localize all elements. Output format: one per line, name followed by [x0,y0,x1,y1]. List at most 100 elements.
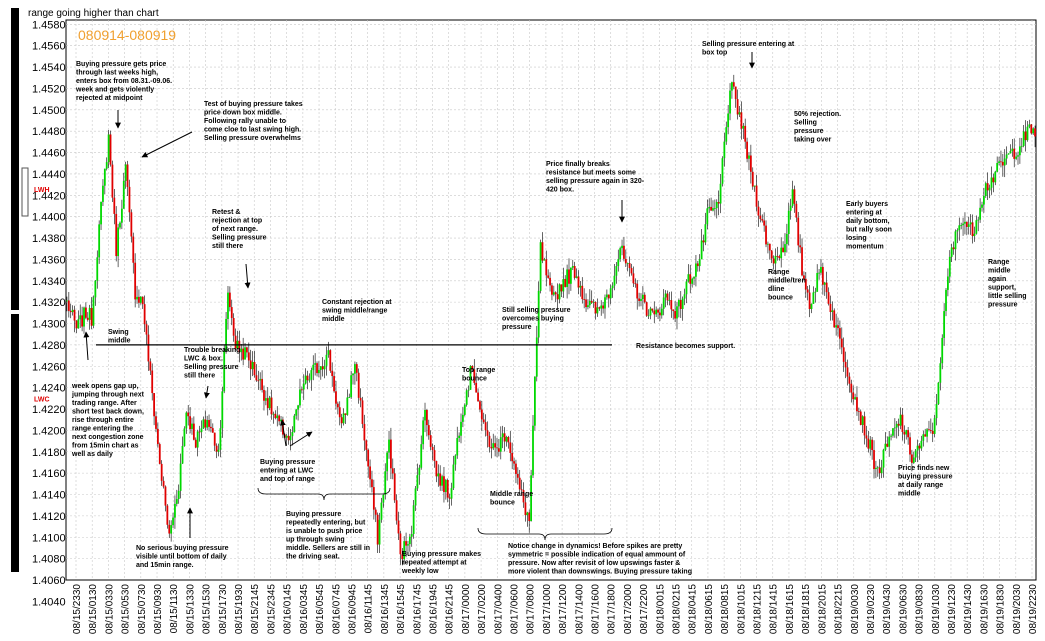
candle-body [814,291,817,293]
candle-body [386,452,389,472]
candle-body [407,544,409,546]
candle-body [369,466,371,480]
candle-body [748,155,750,159]
annotation-line: losing [846,235,867,242]
annotation-line: range entering the [72,426,133,433]
candle-body [255,375,258,381]
x-tick-label: 08/18/0415 [688,584,699,634]
y-tick-label: 1.4300 [32,319,66,331]
annotation-a1: Buying pressure gets price through last w… [75,61,172,102]
annotation-line: box top [702,50,727,57]
x-tick-label: 08/19/2230 [1028,584,1039,634]
candle-body [81,315,84,327]
candle-body [761,219,764,221]
candle-body [67,300,70,311]
x-tick-label: 08/18/1215 [753,584,764,634]
candle-body [522,490,525,503]
candle-body [225,318,227,351]
candle-body [499,437,502,452]
candle-body [200,428,203,433]
x-tick-label: 08/17/2000 [623,584,634,634]
candle-body [767,243,769,245]
candle-body [261,378,263,390]
candle-body [174,503,176,518]
candle-body [338,407,341,418]
candle-body [170,525,173,534]
candle-body [850,383,853,393]
candle-body [924,434,927,437]
candle-body [759,215,762,220]
candle-body [615,266,618,276]
candle-body [1013,148,1016,159]
candle-body [71,309,74,313]
candle-body [632,273,635,284]
candle-body [950,247,953,257]
annotation-a20: No serious buying pressure visible until … [136,545,229,569]
candle-body [378,519,381,545]
candle-body [484,422,487,431]
candle-body [325,354,328,366]
candle-body [446,480,449,498]
candle-body [134,262,137,300]
annotation-line: taking over [794,137,832,144]
annotation-line: pressure [794,128,824,135]
candle-body [530,475,533,522]
annotation-line: week opens gap up, [71,383,139,390]
candle-body [259,378,262,381]
x-tick-label: 08/15/0530 [121,584,132,634]
candle-body [257,380,260,382]
candle-body [94,280,97,298]
candle-body [867,438,870,449]
annotation-a19: Middle range bounce [490,491,533,507]
y-tick-label: 1.4320 [32,297,66,309]
candle-body [869,439,872,449]
annotation-line: rise through entire [72,417,134,424]
candle-body [535,337,538,377]
annotation-line: Still selling pressure [502,307,571,314]
annotation-line: No serious buying pressure [136,545,229,552]
candle-body [439,473,442,486]
x-tick-label: 08/16/0345 [299,584,310,634]
candle-body [251,361,254,370]
candle-body [649,308,652,316]
x-tick-label: 08/16/2145 [445,584,456,634]
annotation-line: entering at [846,210,882,217]
candle-body [727,113,730,128]
candle-body [937,382,940,404]
y-tick-label: 1.4540 [32,62,66,74]
annotation-line: middle [988,268,1011,275]
candle-body [585,299,587,308]
candle-body [952,247,955,250]
candle-body [158,444,161,464]
candle-body [882,449,885,468]
y-tick-label: 1.4520 [32,83,66,95]
x-tick-label: 08/17/0800 [526,584,537,634]
candle-body [651,308,654,311]
x-tick-label: 08/18/1815 [801,584,812,634]
candle-body [765,225,767,245]
candle-body [223,350,226,392]
candle-body [664,293,667,298]
candle-body [604,297,606,309]
candle-body [437,473,440,477]
x-tick-label: 08/19/1830 [996,584,1007,634]
annotation-line: buying pressure [898,474,953,481]
axis-bar-lower [11,314,19,572]
candle-body [194,439,197,448]
candle-body [954,231,957,250]
annotation-line: pressure. Now after revisit of low upswi… [508,560,680,567]
candle-body [971,222,974,237]
candle-body [700,240,703,260]
candle-body [448,497,451,499]
range-brace [477,527,613,541]
x-tick-label: 08/19/0630 [898,584,909,634]
candle-body [352,373,354,376]
candle-body [909,437,911,455]
annotation-a10: 50% rejection. Selling pressure taking over [794,111,841,144]
candle-body [191,423,193,430]
candle-body [1007,153,1010,155]
candle-body [757,206,760,216]
candle-body [450,488,453,499]
candle-body [382,494,385,503]
candle-body [318,369,320,374]
